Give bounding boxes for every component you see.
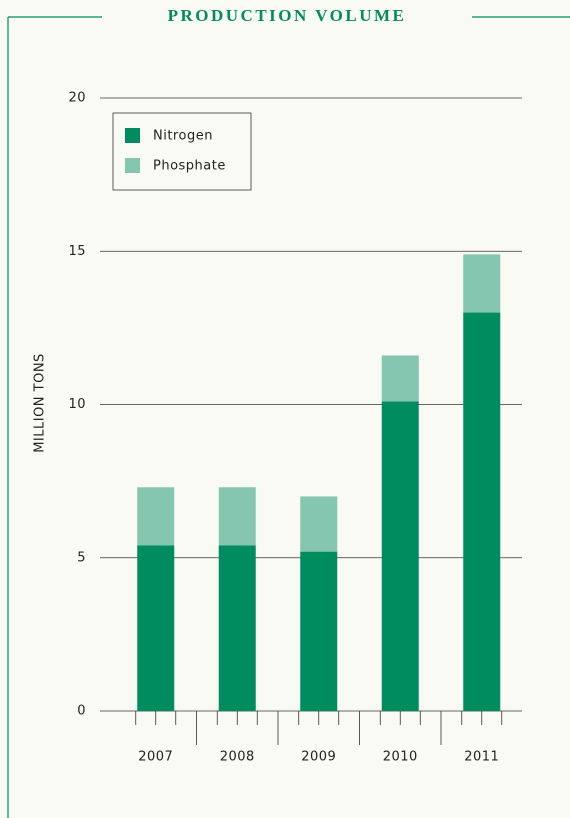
bar [300,496,338,552]
y-tick-label: 20 [68,91,86,106]
bar [463,312,501,711]
legend-box [112,112,252,191]
x-tick-label: 2011 [464,750,499,765]
y-axis-label: MILLION TONS [33,353,48,453]
x-tick-label: 2007 [138,750,173,765]
bar [381,355,419,402]
legend-label: Nitrogen [153,129,213,144]
bar [381,401,419,711]
y-tick-label: 15 [68,244,86,259]
bar [218,487,256,546]
legend-swatch [125,158,140,173]
y-tick-label: 5 [77,550,86,565]
bar [300,551,338,711]
bar [137,545,175,711]
x-tick-label: 2008 [220,750,255,765]
legend-label: Phosphate [153,159,226,174]
chart-title: PRODUCTION VOLUME [168,6,407,25]
bar [137,487,175,546]
x-tick-label: 2010 [383,750,418,765]
y-tick-label: 0 [77,704,86,719]
legend-swatch [125,128,140,143]
y-tick-label: 10 [68,397,86,412]
bar [463,254,501,313]
bar [218,545,256,711]
x-tick-label: 2009 [301,750,336,765]
